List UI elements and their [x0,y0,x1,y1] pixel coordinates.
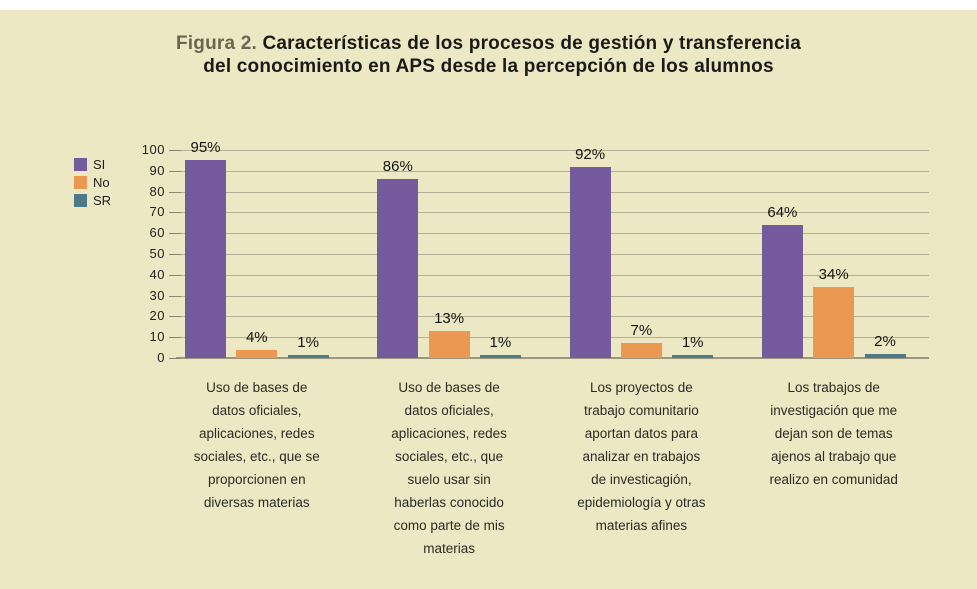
category-label: Los proyectos de trabajo comunitario aport… [577,380,706,533]
y-axis-tick-label: 50 [149,246,165,261]
gridline [176,316,929,318]
legend-swatch-no [74,175,87,189]
y-axis-tick-label: 80 [149,183,165,199]
legend-label-no: No [93,174,110,190]
chart-legend: SI No SR [74,155,111,209]
gridline [176,274,929,276]
bar-si-group2 [377,179,419,358]
gridline [176,254,929,255]
category-label: Los trabajos de investigación que me dejan… [769,380,898,487]
y-axis-tick-mark [169,316,181,318]
y-axis-tick-mark [169,191,181,193]
bar-si-group4 [761,224,803,358]
figure-title-line1: Figura 2. Características de los proceso… [0,32,977,55]
y-axis-tick-mark [169,254,181,255]
bar-value-label: 34% [818,266,849,284]
gridline [176,170,929,172]
legend-item-si: SI [74,155,111,173]
y-axis-tick-label: 30 [149,287,165,303]
x-axis-line [176,357,929,359]
gridline [176,233,929,235]
category-label: Uso de bases de datos oficiales, aplicacio… [193,380,320,510]
bar-sr-group4 [864,353,906,358]
gridline [176,191,929,193]
y-axis-tick-mark [169,150,181,151]
gridline [176,150,929,151]
bar-value-label: 1% [681,334,704,351]
bar-no-group3 [620,343,662,358]
bar-value-label: 13% [434,309,465,327]
y-axis-tick-label: 10 [149,329,165,345]
category-label: Uso de bases de datos oficiales, aplicacio… [391,380,507,556]
bar-si-group1 [185,160,226,358]
bar-no-group1 [236,349,278,358]
bar-value-label: 95% [190,139,221,157]
y-axis-tick-mark [169,212,181,214]
bar-no-group4 [813,287,855,358]
bar-no-group2 [428,330,470,358]
legend-label-sr: SR [93,192,112,208]
y-axis-tick-label: 90 [149,162,165,178]
gridline [176,337,929,339]
legend-item-no: No [74,173,111,191]
y-axis-tick-label: 0 [157,350,165,365]
bar-si-group3 [569,166,611,358]
bar-sr-group1 [287,355,329,358]
bar-value-label: 92% [575,145,606,163]
y-axis-tick-label: 70 [149,204,165,220]
bar-value-label: 2% [874,332,896,350]
y-axis-tick-label: 60 [149,225,165,241]
gridline [176,295,929,297]
bar-sr-group3 [672,355,714,358]
y-axis-tick-mark [169,295,181,297]
bar-value-label: 4% [245,328,268,346]
y-axis-tick-mark [169,170,181,172]
figure-title-line2: del conocimiento en APS desde la percepc… [203,56,774,77]
bar-sr-group2 [479,355,521,358]
figure-number: Figura 2. [175,33,257,54]
y-axis-tick-mark [169,274,181,276]
y-axis-tick-mark [169,358,181,359]
legend-swatch-si [74,157,87,171]
bar-value-label: 1% [489,334,512,351]
bar-value-label: 86% [382,158,413,176]
legend-label-si: SI [93,156,106,172]
y-axis-tick-mark [169,233,181,235]
bar-value-label: 7% [630,322,653,340]
legend-item-sr: SR [74,191,111,209]
figure-title: Figura 2. Características de los proceso… [0,32,977,78]
legend-swatch-sr [74,193,87,207]
y-axis-tick-label: 20 [149,308,165,324]
y-axis-tick-mark [169,337,181,339]
bar-value-label: 64% [767,203,798,221]
y-axis-tick-label: 100 [141,142,165,157]
figure-title-text1: Características de los procesos de gesti… [262,33,801,54]
gridline [176,212,929,214]
bar-value-label: 1% [297,334,319,351]
y-axis-tick-label: 40 [149,266,165,282]
